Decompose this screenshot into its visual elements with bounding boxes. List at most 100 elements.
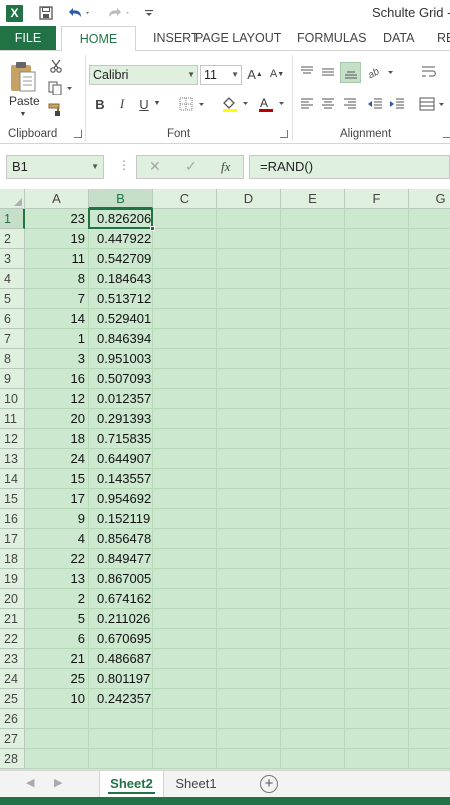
row-header[interactable]: 15	[0, 489, 25, 509]
cell-b19[interactable]: 0.867005	[89, 569, 153, 589]
fill-handle[interactable]	[150, 226, 155, 231]
select-all-button[interactable]	[0, 189, 25, 209]
cell-b15[interactable]: 0.954692	[89, 489, 153, 509]
font-name-combo[interactable]: Calibri ▼	[89, 65, 198, 85]
cell-a3[interactable]: 11	[25, 249, 89, 269]
row-header[interactable]: 9	[0, 369, 25, 389]
row-header[interactable]: 1	[0, 209, 25, 229]
undo-icon[interactable]	[64, 3, 94, 23]
cell-b11[interactable]: 0.291393	[89, 409, 153, 429]
cell-a17[interactable]: 4	[25, 529, 89, 549]
cell-g17[interactable]	[409, 529, 450, 549]
copy-icon[interactable]	[46, 79, 76, 97]
cell-e1[interactable]	[281, 209, 345, 229]
cell-b28[interactable]	[89, 749, 153, 769]
cell-g16[interactable]	[409, 509, 450, 529]
cell-d26[interactable]	[217, 709, 281, 729]
align-left-icon[interactable]	[298, 95, 316, 113]
cell-f1[interactable]	[345, 209, 409, 229]
cell-c28[interactable]	[153, 749, 217, 769]
cell-g28[interactable]	[409, 749, 450, 769]
cell-g21[interactable]	[409, 609, 450, 629]
cell-f11[interactable]	[345, 409, 409, 429]
cell-e16[interactable]	[281, 509, 345, 529]
clipboard-launcher-icon[interactable]	[74, 130, 82, 138]
cell-c16[interactable]	[153, 509, 217, 529]
scroll-right-icon[interactable]: ▶	[54, 777, 63, 789]
cell-f12[interactable]	[345, 429, 409, 449]
sheet-tab-sheet2[interactable]: Sheet2	[99, 771, 164, 797]
cell-b18[interactable]: 0.849477	[89, 549, 153, 569]
cell-c21[interactable]	[153, 609, 217, 629]
spreadsheet-grid[interactable]: A B C D E F G 1 23 0.826206 2 19 0.447922 3 11 0.542709…	[0, 189, 450, 770]
row-header[interactable]: 3	[0, 249, 25, 269]
merge-center-icon[interactable]	[418, 95, 448, 113]
cell-g5[interactable]	[409, 289, 450, 309]
cell-e9[interactable]	[281, 369, 345, 389]
font-size-combo[interactable]: 11 ▼	[200, 65, 242, 85]
cell-d20[interactable]	[217, 589, 281, 609]
row-header[interactable]: 14	[0, 469, 25, 489]
column-header-g[interactable]: G	[409, 189, 450, 209]
align-right-icon[interactable]	[341, 95, 359, 113]
row-header[interactable]: 22	[0, 629, 25, 649]
cell-g27[interactable]	[409, 729, 450, 749]
format-painter-icon[interactable]	[46, 101, 66, 119]
cell-d22[interactable]	[217, 629, 281, 649]
row-header[interactable]: 5	[0, 289, 25, 309]
cell-a10[interactable]: 12	[25, 389, 89, 409]
cell-a21[interactable]: 5	[25, 609, 89, 629]
decrease-indent-icon[interactable]	[366, 95, 384, 113]
font-color-icon[interactable]: A	[256, 93, 288, 115]
cell-c20[interactable]	[153, 589, 217, 609]
cell-c27[interactable]	[153, 729, 217, 749]
cell-a6[interactable]: 14	[25, 309, 89, 329]
italic-icon[interactable]: I	[119, 96, 125, 111]
cell-a14[interactable]: 15	[25, 469, 89, 489]
row-header[interactable]: 16	[0, 509, 25, 529]
cell-b3[interactable]: 0.542709	[89, 249, 153, 269]
tab-data[interactable]: DATA	[383, 31, 415, 45]
cell-a4[interactable]: 8	[25, 269, 89, 289]
cell-g20[interactable]	[409, 589, 450, 609]
row-header[interactable]: 13	[0, 449, 25, 469]
cell-e15[interactable]	[281, 489, 345, 509]
cell-e14[interactable]	[281, 469, 345, 489]
cell-f3[interactable]	[345, 249, 409, 269]
cell-f15[interactable]	[345, 489, 409, 509]
alignment-launcher-icon[interactable]	[443, 130, 450, 138]
cell-g1[interactable]	[409, 209, 450, 229]
shrink-font-icon[interactable]: A ▼	[269, 68, 285, 80]
cell-e21[interactable]	[281, 609, 345, 629]
cell-b7[interactable]: 0.846394	[89, 329, 153, 349]
grow-font-icon[interactable]: A ▲	[247, 66, 263, 82]
cell-a1[interactable]: 23	[25, 209, 89, 229]
cell-b27[interactable]	[89, 729, 153, 749]
cell-g14[interactable]	[409, 469, 450, 489]
cell-g26[interactable]	[409, 709, 450, 729]
cell-c19[interactable]	[153, 569, 217, 589]
cell-a19[interactable]: 13	[25, 569, 89, 589]
cell-f16[interactable]	[345, 509, 409, 529]
insert-function-icon[interactable]: fx	[221, 159, 231, 174]
cell-e18[interactable]	[281, 549, 345, 569]
cell-c7[interactable]	[153, 329, 217, 349]
redo-icon[interactable]	[104, 3, 134, 23]
cell-f25[interactable]	[345, 689, 409, 709]
row-header[interactable]: 10	[0, 389, 25, 409]
cell-c25[interactable]	[153, 689, 217, 709]
cell-e10[interactable]	[281, 389, 345, 409]
row-header[interactable]: 18	[0, 549, 25, 569]
tab-home[interactable]: HOME	[61, 26, 136, 51]
row-header[interactable]: 24	[0, 669, 25, 689]
tab-file[interactable]: FILE	[0, 26, 56, 50]
more-icon[interactable]: ⋮	[118, 158, 130, 172]
cell-b14[interactable]: 0.143557	[89, 469, 153, 489]
fill-color-icon[interactable]	[220, 93, 252, 115]
column-header-f[interactable]: F	[345, 189, 409, 209]
cell-f4[interactable]	[345, 269, 409, 289]
cell-d11[interactable]	[217, 409, 281, 429]
underline-icon[interactable]: U	[139, 96, 149, 112]
cell-d1[interactable]	[217, 209, 281, 229]
cell-b9[interactable]: 0.507093	[89, 369, 153, 389]
